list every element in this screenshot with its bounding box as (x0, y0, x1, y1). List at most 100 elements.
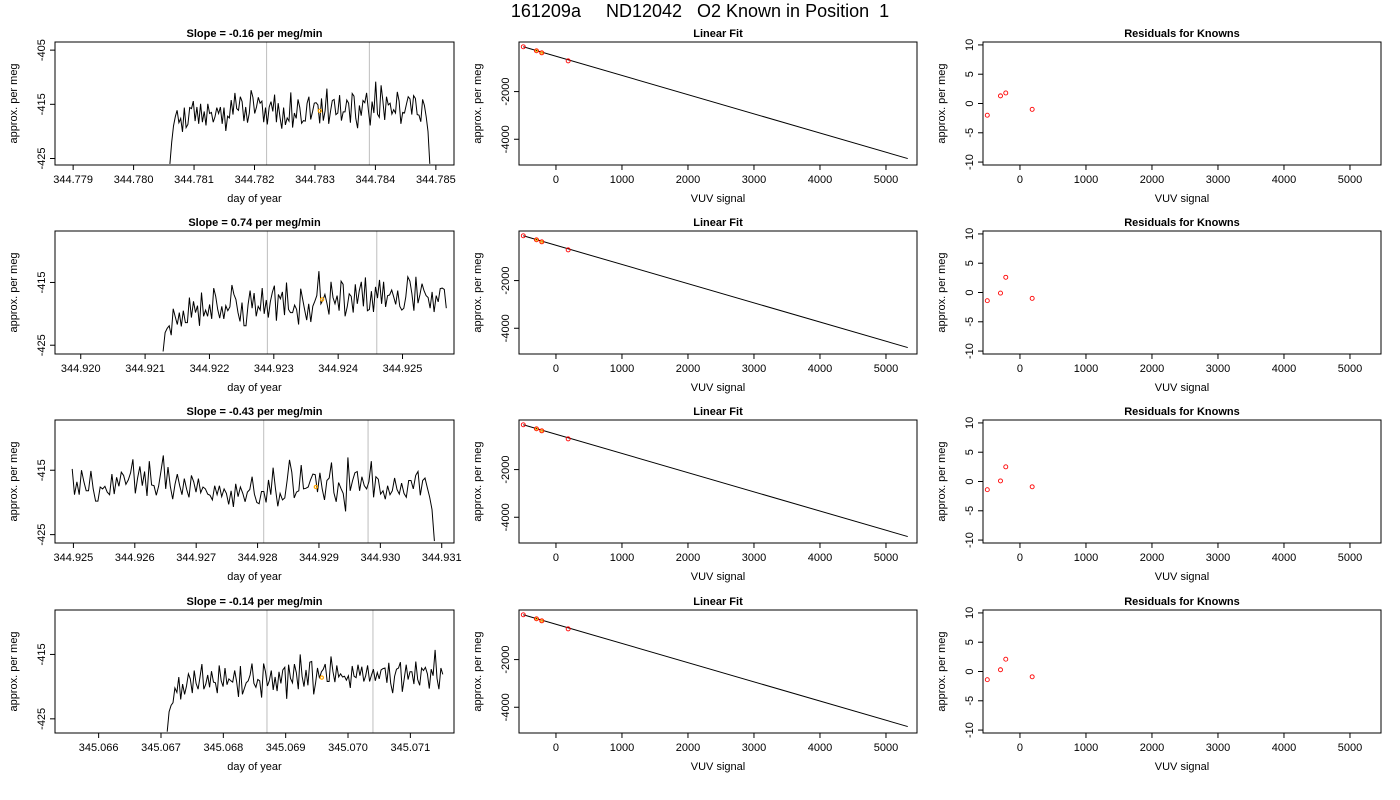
x-tick-label: 4000 (1272, 174, 1296, 186)
panel-line-row2: Slope = 0.74 per meg/min 344.920 344.921 34… (8, 217, 455, 394)
y-axis-label: approx. per meg (936, 63, 948, 143)
y-tick-label: 0 (964, 478, 976, 484)
x-tick-label: 4000 (808, 363, 832, 375)
panel-scatter-row4: Linear Fit 0 1000 2000 3000 4000 5000 -2000 -400… (472, 596, 918, 773)
x-axis-label: VUV signal (691, 193, 745, 205)
y-tick-label: -10 (964, 722, 976, 738)
x-tick-label: 5000 (874, 742, 898, 754)
x-tick-label: 344.923 (254, 363, 294, 375)
known-point (539, 239, 545, 245)
x-tick-label: 3000 (1206, 174, 1230, 186)
y-axis-label: approx. per meg (8, 252, 20, 332)
panel-resid-row4: Residuals for Knowns 0 1000 2000 3000 4000 500… (936, 596, 1382, 773)
x-tick-label: 5000 (1338, 552, 1362, 564)
y-tick-label: -415 (36, 93, 48, 115)
x-tick-label: 5000 (1338, 174, 1362, 186)
x-tick-label: 345.066 (79, 742, 119, 754)
x-axis-label: day of year (227, 571, 282, 583)
y-tick-label: -4000 (500, 314, 512, 342)
known-point (520, 422, 526, 428)
panel-scatter-row1: Linear Fit 0 1000 2000 3000 4000 5000 -2000 -400… (472, 28, 918, 205)
x-tick-label: 2000 (676, 742, 700, 754)
x-tick-label: 0 (553, 552, 559, 564)
panel-line-row3: Slope = -0.43 per meg/min 344.925 344.926 3… (8, 406, 462, 583)
known-point (998, 478, 1003, 484)
x-tick-label: 344.929 (299, 552, 339, 564)
fit-line (523, 46, 908, 160)
x-tick-label: 2000 (1140, 174, 1164, 186)
x-tick-label: 1000 (610, 552, 634, 564)
y-tick-label: -4000 (500, 503, 512, 531)
fit-line (523, 235, 908, 349)
plot-frame (982, 41, 1382, 166)
x-tick-label: 345.067 (141, 742, 181, 754)
series-line (162, 271, 447, 352)
x-tick-label: 5000 (874, 552, 898, 564)
x-axis-label: day of year (227, 193, 282, 205)
x-tick-label: 344.781 (174, 174, 214, 186)
known-point (1003, 274, 1009, 280)
x-tick-label: 344.925 (383, 363, 423, 375)
x-axis-label: VUV signal (1155, 571, 1209, 583)
sample-point (534, 238, 539, 242)
sample-point (540, 619, 544, 623)
y-tick-label: -2000 (500, 78, 512, 106)
x-tick-label: 2000 (676, 174, 700, 186)
x-tick-label: 0 (553, 742, 559, 754)
x-tick-label: 4000 (808, 552, 832, 564)
x-tick-label: 344.785 (416, 174, 456, 186)
known-point (998, 290, 1003, 296)
plot-area (984, 90, 1035, 118)
x-tick-label: 344.926 (115, 552, 155, 564)
x-tick-label: 1000 (610, 742, 634, 754)
panel-resid-row1: Residuals for Knowns 0 1000 2000 3000 4000 500… (936, 28, 1382, 205)
y-axis-label: approx. per meg (472, 252, 484, 332)
plot-area (520, 422, 908, 538)
y-tick-label: -425 (36, 708, 48, 730)
y-tick-label: 5 (964, 449, 976, 455)
panel-title: Residuals for Knowns (1124, 596, 1240, 608)
y-tick-label: 5 (964, 639, 976, 645)
x-tick-label: 2000 (1140, 363, 1164, 375)
plot-area (520, 44, 908, 160)
plot-frame (982, 609, 1382, 734)
x-tick-label: 3000 (742, 552, 766, 564)
known-point (539, 428, 545, 434)
x-tick-label: 0 (1017, 552, 1023, 564)
y-tick-label: -415 (36, 459, 48, 481)
x-tick-label: 1000 (1074, 742, 1098, 754)
y-tick-label: 10 (964, 417, 976, 429)
known-point (984, 112, 990, 118)
known-point (534, 237, 539, 243)
plot-frame (982, 230, 1382, 355)
figure-title: 161209a ND12042 O2 Known in Position 1 (510, 1, 890, 21)
x-tick-label: 345.068 (203, 742, 243, 754)
y-tick-label: -4000 (500, 125, 512, 153)
plot-frame (54, 230, 455, 355)
x-tick-label: 2000 (1140, 742, 1164, 754)
plot-area (166, 610, 444, 733)
panel-resid-row3: Residuals for Knowns 0 1000 2000 3000 4000 500… (936, 406, 1382, 583)
panel-title: Residuals for Knowns (1124, 28, 1240, 40)
series-line (71, 455, 435, 542)
known-point (1029, 674, 1035, 680)
sample-point (540, 240, 544, 244)
sample-point (534, 427, 539, 431)
panel-scatter-row3: Linear Fit 0 1000 2000 3000 4000 5000 -2000 -400… (472, 406, 918, 583)
x-axis-label: VUV signal (691, 761, 745, 773)
y-axis-label: approx. per meg (936, 631, 948, 711)
x-axis-label: day of year (227, 382, 282, 394)
y-tick-label: -10 (964, 343, 976, 359)
series-line (166, 649, 444, 732)
plot-frame (54, 609, 455, 734)
known-point (534, 616, 539, 622)
fit-line (523, 424, 908, 538)
panel-title: Slope = -0.16 per meg/min (186, 28, 322, 40)
panel-title: Linear Fit (693, 217, 743, 229)
x-tick-label: 344.782 (235, 174, 275, 186)
y-tick-label: -425 (36, 524, 48, 546)
x-tick-label: 5000 (874, 363, 898, 375)
sample-marker (313, 484, 319, 490)
panel-title: Slope = -0.14 per meg/min (186, 596, 322, 608)
y-axis-label: approx. per meg (936, 441, 948, 521)
